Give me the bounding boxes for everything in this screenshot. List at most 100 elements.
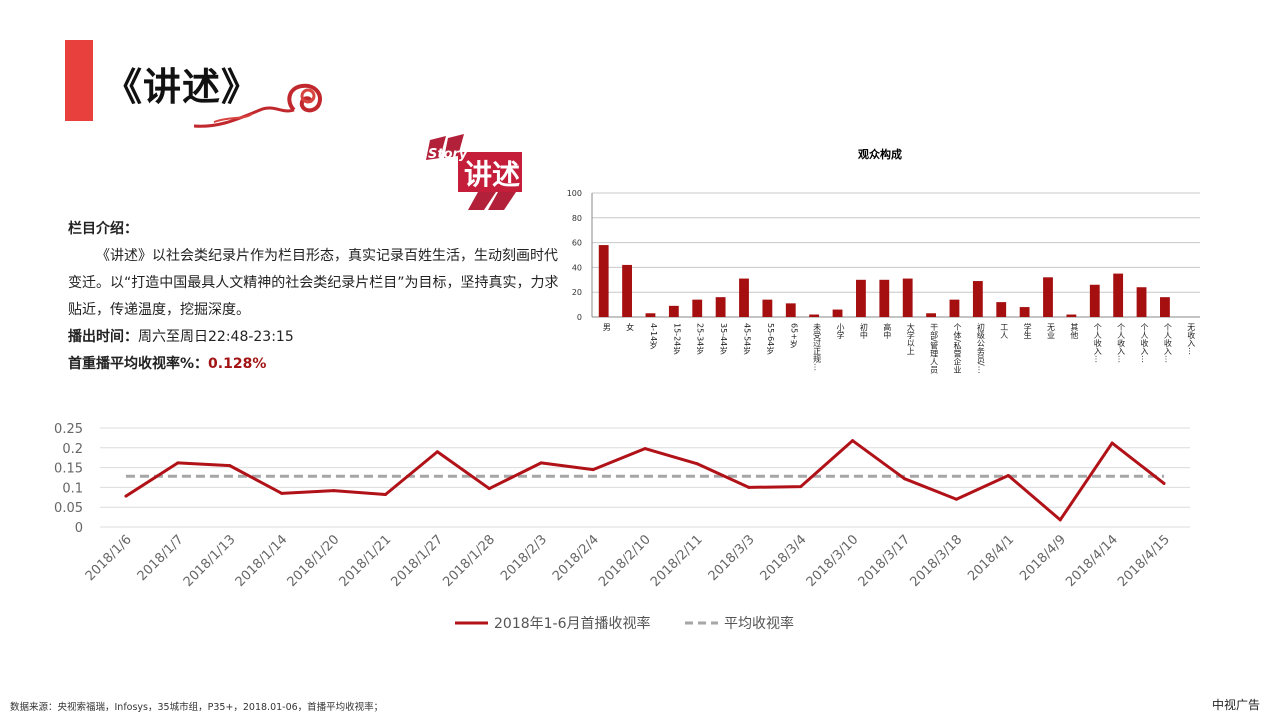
bar: [1089, 284, 1100, 317]
bar: [1066, 314, 1077, 317]
bar: [762, 299, 773, 317]
program-logo: Story 讲述: [418, 132, 528, 212]
logo-story-text: Story: [428, 147, 468, 162]
bar-x-tick-label: 4-14岁: [649, 323, 658, 350]
line-x-tick-label: 2018/2/11: [648, 532, 706, 590]
data-source-note: 数据来源：央视索福瑞，Infosys，35城市组，P35+，2018.01-06…: [10, 702, 384, 713]
rating-point: [487, 487, 491, 491]
line-x-tick-label: 2018/4/9: [1017, 532, 1069, 584]
bar-x-tick-label: 个人收入…: [1117, 323, 1126, 363]
rating-point: [851, 439, 855, 443]
bar-y-tick-label: 100: [567, 189, 582, 198]
rating-point: [228, 464, 232, 468]
bar: [879, 279, 890, 317]
bar-x-tick-label: 25-34岁: [696, 323, 705, 355]
rating-point: [539, 461, 543, 465]
rating-point: [176, 461, 180, 465]
bar: [622, 264, 632, 317]
bar-x-tick-label: 学生: [1023, 322, 1032, 339]
bar-x-tick-label: 工人: [1000, 323, 1009, 339]
bar-y-tick-label: 0: [577, 313, 582, 322]
line-x-tick-label: 2018/1/7: [135, 532, 187, 584]
line-y-tick-label: 0: [75, 521, 83, 536]
bar: [809, 314, 820, 317]
bar: [739, 278, 749, 317]
line-x-tick-label: 2018/1/28: [440, 532, 498, 590]
rating-point: [1162, 481, 1166, 485]
bar-x-tick-label: 15-24岁: [672, 323, 681, 355]
bar-x-tick-label: 无收入…: [1187, 323, 1196, 355]
bar: [1136, 287, 1147, 317]
line-x-tick-label: 2018/2/10: [596, 532, 654, 590]
rating-point: [332, 489, 336, 493]
bar-x-tick-label: 个人收入…: [1093, 323, 1102, 363]
line-y-tick-label: 0.05: [54, 501, 83, 516]
brand-footer: 中视广告: [1211, 698, 1260, 712]
line-y-tick-label: 0.2: [62, 442, 83, 457]
audience-bar-chart: 观众构成 0 20 40 60 80 100 男 女 4-14岁 15-24岁 25-34岁 35-…: [567, 147, 1200, 375]
legend-average-label: 平均收视率: [724, 615, 794, 632]
air-time-label: 播出时间：: [68, 329, 138, 345]
line-x-tick-label: 2018/3/10: [804, 532, 862, 590]
rating-point: [903, 477, 907, 481]
line-x-tick-label: 2018/1/27: [388, 532, 446, 590]
title-accent-bar: [65, 40, 93, 121]
bar-x-tick-label: 初中: [859, 322, 868, 340]
bar-y-tick-label: 40: [572, 263, 582, 272]
logo-main-text: 讲述: [464, 158, 520, 191]
bar-y-tick-label: 80: [572, 214, 582, 223]
line-x-tick-label: 2018/2/4: [550, 532, 602, 584]
page-title: 《讲述》: [104, 65, 261, 109]
rating-point: [383, 493, 387, 497]
bar: [832, 309, 843, 317]
bar: [645, 313, 656, 317]
bar-x-tick-label: 55-64岁: [766, 323, 775, 355]
bar: [1043, 277, 1053, 317]
rating-row: 首重播平均收视率%：0.128%: [68, 351, 568, 378]
bar: [785, 303, 796, 317]
rating-point: [747, 485, 751, 489]
bar-x-tick-label: 小学: [836, 323, 845, 339]
line-x-tick-label: 2018/3/17: [856, 532, 914, 590]
bar: [926, 313, 936, 317]
bar: [1160, 297, 1170, 317]
bar-x-tick-label: 男: [602, 323, 611, 332]
bar: [715, 297, 726, 317]
line-x-tick-label: 2018/2/3: [498, 532, 550, 584]
rating-point: [799, 485, 803, 489]
bar-x-tick-label: 45-54岁: [743, 323, 752, 355]
bar: [692, 299, 703, 317]
rating-point: [435, 450, 439, 454]
line-y-tick-label: 0.1: [62, 481, 83, 496]
bar: [972, 281, 983, 317]
rating-point: [591, 468, 595, 472]
line-x-tick-label: 2018/4/14: [1063, 532, 1121, 590]
bar-chart-title: 观众构成: [858, 147, 902, 161]
line-x-tick-label: 2018/3/4: [758, 532, 810, 584]
bar-y-tick-label: 60: [572, 239, 582, 248]
rating-point: [695, 462, 699, 466]
line-x-tick-label: 2018/1/6: [83, 532, 135, 584]
rating-point: [1058, 518, 1062, 522]
bar-x-tick-label: 35-44岁: [719, 323, 728, 355]
rating-line-chart: 00.050.10.150.20.25 2018/1/6 2018/1/72018…: [54, 422, 1190, 632]
line-y-tick-label: 0.15: [54, 462, 83, 477]
bar: [902, 278, 913, 317]
line-x-tick-label: 2018/3/18: [908, 532, 966, 590]
bar: [1113, 273, 1124, 317]
legend-series-label: 2018年1-6月首播收视率: [494, 615, 651, 632]
line-x-tick-label: 2018/1/21: [337, 532, 395, 590]
bar-x-tick-label: 个体/私营企业: [953, 323, 962, 374]
rating-point: [1006, 474, 1010, 478]
bar-x-tick-label: 女: [626, 322, 635, 332]
bar: [856, 279, 866, 317]
line-x-tick-label: 2018/1/20: [285, 532, 343, 590]
rating-point: [1110, 441, 1114, 445]
bar-x-tick-label: 无业: [1047, 323, 1056, 339]
intro-heading: 栏目介绍：: [68, 221, 138, 237]
air-time-value: 周六至周日22:48-23:15: [138, 329, 294, 345]
rating-point: [643, 447, 647, 451]
bar-x-tick-label: 大学以上: [906, 322, 915, 355]
decorative-cloud-icon: [193, 83, 322, 128]
bar-x-tick-label: 初级公务员/…: [976, 322, 985, 374]
